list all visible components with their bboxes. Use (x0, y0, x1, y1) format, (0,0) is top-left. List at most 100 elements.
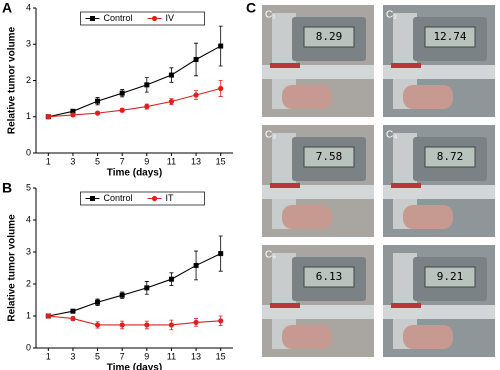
x-tick-label: 1 (46, 351, 51, 361)
data-point (70, 108, 76, 114)
legend-label: IV (166, 13, 175, 23)
y-tick-label: 2 (26, 75, 31, 85)
legend-marker (90, 16, 95, 21)
data-point (119, 322, 125, 328)
red-strip (270, 183, 300, 188)
red-strip (391, 63, 421, 68)
data-point (70, 308, 76, 314)
finger (403, 85, 453, 109)
x-tick-label: 3 (70, 156, 75, 166)
y-tick-label: 4 (26, 2, 31, 12)
x-tick-label: 15 (216, 351, 226, 361)
data-point (168, 72, 174, 78)
x-tick-label: 13 (191, 351, 201, 361)
panel-label: A (2, 0, 12, 16)
caliper-reading: 7.58 (316, 150, 343, 163)
y-tick-label: 0 (26, 147, 31, 157)
data-point (168, 98, 175, 105)
panel-label: C (246, 0, 256, 16)
photo-label: C₅ (265, 250, 276, 261)
x-tick-label: 5 (95, 156, 100, 166)
data-point (119, 90, 125, 96)
y-axis-label: Relative tumor volume (7, 214, 18, 322)
panel-label: B (2, 180, 12, 196)
lcd (424, 266, 476, 288)
legend-marker (151, 195, 158, 202)
caliper-beam (383, 305, 495, 319)
lcd (303, 146, 355, 168)
data-point (193, 56, 199, 62)
x-tick-label: 13 (191, 156, 201, 166)
data-point (218, 251, 224, 257)
lcd (303, 26, 355, 48)
series-line (48, 253, 221, 317)
x-tick-label: 11 (167, 351, 176, 361)
legend-label: Control (104, 193, 133, 203)
caliper-reading: 8.72 (437, 150, 464, 163)
photo-label: C₂ (386, 10, 397, 21)
legend-box (80, 191, 205, 206)
data-point (144, 104, 150, 110)
caliper-beam (262, 185, 374, 199)
x-tick-label: 1 (46, 156, 51, 166)
finger (403, 325, 453, 349)
data-point (70, 112, 76, 118)
lcd (424, 26, 476, 48)
data-point (193, 262, 199, 268)
data-point (119, 107, 125, 113)
x-axis-label: Time (days) (107, 168, 162, 179)
x-tick-label: 5 (95, 351, 100, 361)
y-tick-label: 3 (26, 39, 31, 49)
series-line (48, 315, 221, 326)
data-point (45, 114, 51, 120)
caliper-reading: 12.74 (433, 30, 466, 43)
red-strip (391, 183, 421, 188)
red-strip (270, 63, 300, 68)
photo-label: C₃ (265, 130, 276, 141)
data-point (70, 315, 76, 322)
data-point (193, 319, 199, 325)
data-point (193, 92, 199, 98)
legend-label: IT (166, 193, 175, 203)
data-point (45, 313, 51, 319)
data-point (218, 43, 224, 49)
y-tick-label: 4 (26, 214, 31, 224)
finger (282, 325, 332, 349)
y-axis-label: Relative tumor volume (7, 26, 18, 134)
data-point (218, 318, 224, 324)
caliper-reading: 8.29 (316, 30, 343, 43)
data-point (94, 110, 101, 116)
y-tick-label: 1 (26, 111, 31, 121)
x-tick-label: 9 (144, 156, 149, 166)
caliper-beam (383, 65, 495, 79)
red-strip (391, 303, 421, 308)
caliper-beam (383, 185, 495, 199)
y-tick-label: 0 (26, 342, 31, 352)
data-point (95, 299, 101, 305)
finger (282, 205, 332, 229)
y-tick-label: 1 (26, 310, 31, 320)
caliper-beam (262, 305, 374, 319)
x-tick-label: 11 (167, 156, 176, 166)
data-point (144, 285, 150, 291)
finger (403, 205, 453, 229)
photo-label: C₄ (386, 130, 397, 141)
lcd (303, 266, 355, 288)
data-point (168, 322, 175, 328)
data-point (94, 322, 101, 328)
x-tick-label: 9 (144, 351, 149, 361)
data-point (144, 322, 150, 328)
red-strip (270, 303, 300, 308)
caliper-beam (262, 65, 374, 79)
series-line (48, 45, 221, 118)
data-point (218, 85, 224, 92)
legend-box (80, 11, 205, 26)
data-point (119, 292, 125, 298)
x-tick-label: 15 (216, 156, 226, 166)
y-tick-label: 2 (26, 278, 31, 288)
data-point (144, 82, 150, 88)
photo-label: C₁ (265, 10, 276, 21)
lcd (424, 146, 476, 168)
data-point (95, 98, 101, 104)
